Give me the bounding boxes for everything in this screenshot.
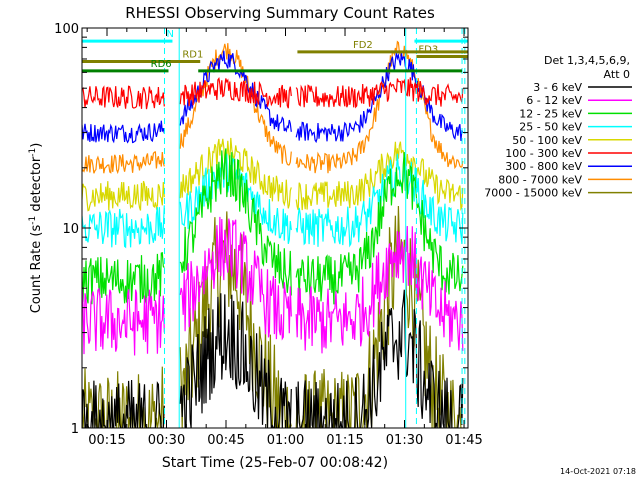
x-tick-label: 01:30: [386, 433, 423, 448]
y-axis-label-end: ): [29, 143, 44, 148]
legend-label: 7000 - 15000 keV: [484, 187, 582, 200]
flag-label: FD2: [353, 40, 373, 51]
x-tick-label: 01:15: [326, 433, 363, 448]
legend-label: 12 - 25 keV: [519, 107, 582, 120]
series-line: [82, 137, 464, 212]
y-axis-label-main: Count Rate (s: [29, 225, 44, 314]
series-line: [82, 216, 464, 356]
y-axis-label: Count Rate (s-1 detector-1): [28, 143, 44, 314]
legend-label: 800 - 7000 keV: [498, 173, 582, 186]
y-axis: 100 10 1: [54, 22, 468, 437]
flag-label: N: [166, 29, 173, 40]
series-line: [82, 77, 464, 110]
legend-label: 100 - 300 keV: [505, 147, 582, 160]
series-line: [82, 289, 464, 428]
y-axis-label-mid: detector: [29, 156, 44, 216]
series-line: [82, 205, 463, 428]
series-layer: [82, 40, 464, 428]
x-tick-label: 00:30: [148, 433, 185, 448]
y-tick-label: 1: [71, 422, 79, 437]
y-tick-label: 100: [54, 22, 79, 37]
legend-header-line1: Det 1,3,4,5,6,9,: [544, 54, 630, 67]
legend-label: 300 - 800 keV: [505, 160, 582, 173]
y-axis-label-sup1: -1: [28, 216, 38, 225]
flag-bars: N FD2 FD3 RD1 RD6: [82, 29, 468, 73]
legend-label: 50 - 100 keV: [512, 134, 582, 147]
x-tick-label: 00:45: [207, 433, 244, 448]
x-axis-label: Start Time (25-Feb-07 00:08:42): [162, 455, 388, 471]
legend-header-line2: Att 0: [604, 68, 630, 81]
x-axis: 00:15 00:30 00:45 01:00 01:15 01:30 01:45: [86, 28, 483, 448]
legend-label: 6 - 12 keV: [526, 94, 582, 107]
series-line: [82, 148, 464, 305]
flag-label: RD1: [182, 49, 203, 60]
y-axis-label-sup2: -1: [28, 148, 38, 157]
legend-label: 25 - 50 keV: [519, 121, 582, 134]
timestamp: 14-Oct-2021 07:18: [560, 467, 636, 476]
x-tick-label: 00:15: [88, 433, 125, 448]
x-tick-label: 01:45: [445, 433, 482, 448]
flag-label: RD6: [151, 59, 172, 70]
x-tick-label: 01:00: [267, 433, 304, 448]
y-tick-label: 10: [62, 222, 79, 237]
flag-label: FD3: [418, 45, 438, 56]
chart-title: RHESSI Observing Summary Count Rates: [125, 4, 435, 22]
legend-label: 3 - 6 keV: [533, 81, 582, 94]
